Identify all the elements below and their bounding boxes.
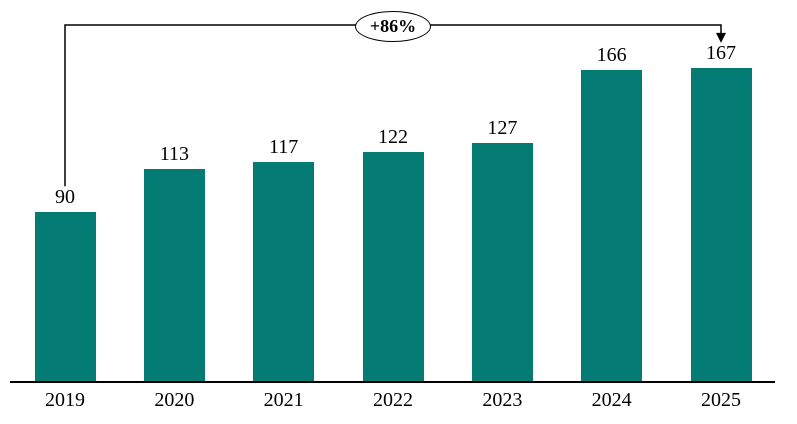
value-label-2022: 122	[378, 126, 408, 149]
value-label-2019: 90	[55, 186, 75, 209]
value-label-2024: 166	[596, 43, 627, 66]
value-label-2023: 127	[487, 116, 518, 139]
bar-2023	[471, 142, 533, 381]
bar-2024	[581, 69, 643, 381]
bar-2022	[362, 152, 424, 381]
x-axis-line	[10, 381, 775, 383]
bar-2025	[690, 67, 752, 381]
value-label-2020: 113	[159, 143, 189, 166]
bar-2020	[143, 169, 205, 381]
growth-annotation-label: +86%	[369, 16, 417, 36]
x-tick-label-2022: 2022	[373, 389, 413, 411]
x-tick-label-2024: 2024	[591, 389, 632, 411]
value-label-2021: 117	[269, 135, 299, 158]
x-tick-label-2021: 2021	[263, 389, 304, 411]
value-label-2025: 167	[706, 41, 736, 64]
bar-2021	[253, 161, 315, 381]
bar-2019	[34, 212, 96, 381]
x-tick-label-2020: 2020	[154, 389, 195, 411]
arrowhead-icon	[716, 32, 726, 43]
x-tick-label-2023: 2023	[482, 389, 523, 411]
growth-annotation-badge: +86%	[355, 11, 431, 42]
x-tick-label-2025: 2025	[701, 389, 741, 411]
x-tick-label-2019: 2019	[45, 389, 85, 411]
bracket-line	[64, 24, 722, 187]
